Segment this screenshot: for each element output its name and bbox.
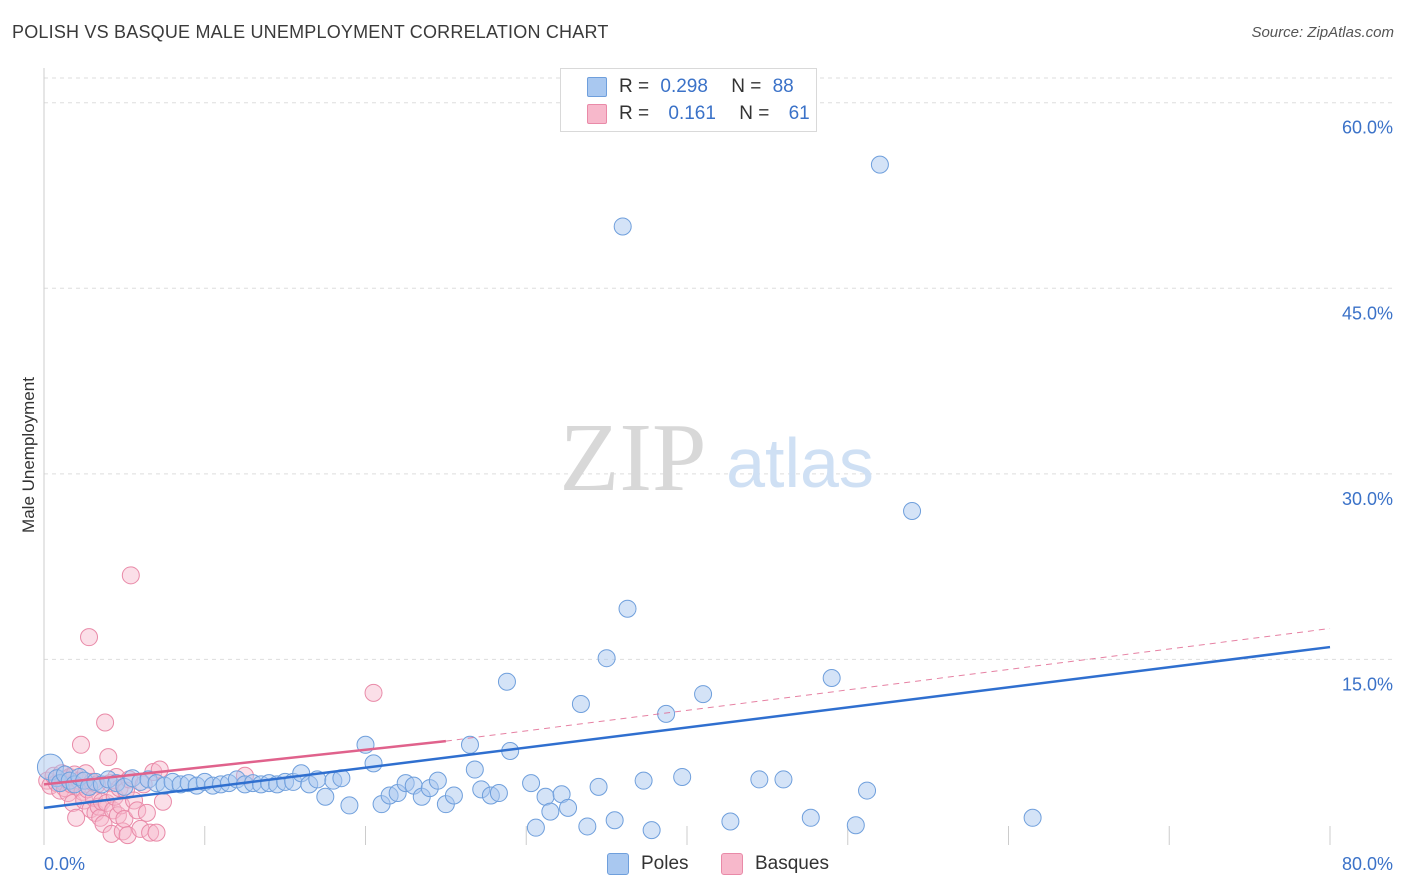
basques-point [141,823,160,842]
legend-poles-r-label: R = [619,76,650,97]
legend-label-basques: Basques [755,853,829,874]
poles-point [578,817,597,836]
tick-labels: 15.0% 30.0% 45.0% 60.0% 0.0% 80.0% [44,118,1393,874]
watermark-atlas: atlas [726,424,874,502]
poles-point [497,672,516,691]
gridlines [44,77,1393,660]
basques-trend-extension [445,628,1331,742]
chart-title: POLISH VS BASQUE MALE UNEMPLOYMENT CORRE… [12,22,609,42]
legend-basques-n-value: 61 [788,103,810,124]
legend-label-poles: Poles [641,853,689,874]
poles-point [526,818,545,837]
legend-poles-n-value: 88 [772,76,794,97]
y-axis-label: Male Unemployment [19,377,38,533]
poles-point [489,784,508,803]
poles-point [559,798,578,817]
poles-point [597,649,616,668]
basques-point [71,735,90,754]
legend-basques-r-label: R = [619,103,650,124]
legend-swatch-basques-bottom [721,853,743,875]
legend-basques-r-value: 0.161 [668,103,716,124]
basques-point [102,824,121,843]
poles-point [801,808,820,827]
y-tick-label: 30.0% [1342,489,1393,509]
poles-point [460,735,479,754]
legend-swatch-poles-bottom [607,853,629,875]
y-tick-label: 45.0% [1342,303,1393,323]
poles-point [613,217,632,236]
poles-point [634,771,653,790]
poles-point [870,155,889,174]
poles-point [618,599,637,618]
poles-point [541,802,560,821]
poles-point [428,771,447,790]
poles-point [721,812,740,831]
poles-point [571,694,590,713]
basques-point [80,628,99,647]
poles-point [903,501,922,520]
poles-point [589,777,608,796]
basques-point [67,808,86,827]
x-tick-label-max: 80.0% [1342,854,1393,874]
poles-point [858,781,877,800]
poles-point [522,774,541,793]
poles-point [340,796,359,815]
poles-point [605,811,624,830]
basques-point [147,823,166,842]
poles-point [444,786,463,805]
basques-point [137,803,156,822]
poles-point [657,704,676,723]
basques-point [153,792,172,811]
watermark-zip: ZIP [560,404,707,512]
poles-points [36,155,1042,840]
poles-point [642,821,661,840]
poles-point [316,787,335,806]
poles-point [364,754,383,773]
y-tick-label: 60.0% [1342,118,1393,138]
poles-point [694,685,713,704]
source-label: Source: ZipAtlas.com [1251,24,1394,41]
legend-swatch-basques [587,104,607,124]
x-tick-label-min: 0.0% [44,854,85,874]
poles-point [750,770,769,789]
poles-point [465,760,484,779]
poles-point [846,816,865,835]
poles-point [673,767,692,786]
trend-lines [43,628,1331,810]
series-legend: Poles Basques [0,853,1406,877]
basques-point [121,566,140,585]
watermark: ZIP atlas [560,404,874,512]
legend-poles-n-label: N = [731,76,762,97]
y-tick-label: 15.0% [1342,674,1393,694]
poles-point [774,770,793,789]
legend-basques-n-label: N = [739,103,770,124]
legend-swatch-poles [587,77,607,97]
poles-trend-line [43,645,1331,810]
legend-poles-r-value: 0.298 [660,76,708,97]
basques-point [99,748,118,767]
basques-point [96,713,115,732]
basques-point [364,683,383,702]
basques-trend-line [43,739,447,786]
correlation-legend: R = 0.298 N = 88 R = 0.161 N = 61 [560,68,817,132]
poles-point [1023,808,1042,827]
poles-point [822,668,841,687]
